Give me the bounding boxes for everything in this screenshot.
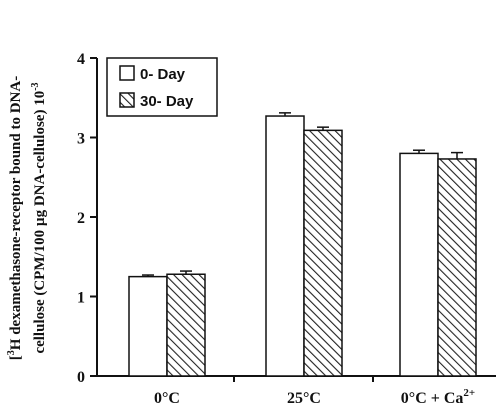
y-tick-label: 2 [77, 210, 85, 227]
bar-30-day [166, 273, 206, 377]
bar-30-day [303, 129, 343, 377]
x-tick-label: 0°C + Ca2+ [401, 387, 475, 405]
y-tick-label: 0 [77, 369, 85, 386]
y-axis-title-line-1: [3H dexamethasone-receptor bound to DNA- [6, 76, 24, 360]
legend-swatch-0-day [119, 65, 135, 81]
legend-label-0-day: 0- Day [140, 66, 186, 83]
legend-label-30-day: 30- Day [140, 93, 194, 110]
legend-swatch-30-day [119, 92, 135, 108]
x-tick-label: 0°C [154, 390, 180, 405]
y-axis-title-line-2: cellulose (CPM/100 µg DNA-cellulose) 10-… [30, 82, 48, 353]
y-tick-label: 1 [77, 290, 85, 307]
bar-30-day [437, 158, 477, 377]
y-tick-label: 4 [77, 51, 85, 68]
bar-0-day [399, 152, 439, 377]
legend: 0- Day 30- Day [106, 57, 218, 117]
bar-0-day [265, 115, 305, 377]
x-tick-label: 25°C [287, 390, 321, 405]
bar-0-day [128, 275, 168, 377]
y-tick-label: 3 [77, 131, 85, 148]
